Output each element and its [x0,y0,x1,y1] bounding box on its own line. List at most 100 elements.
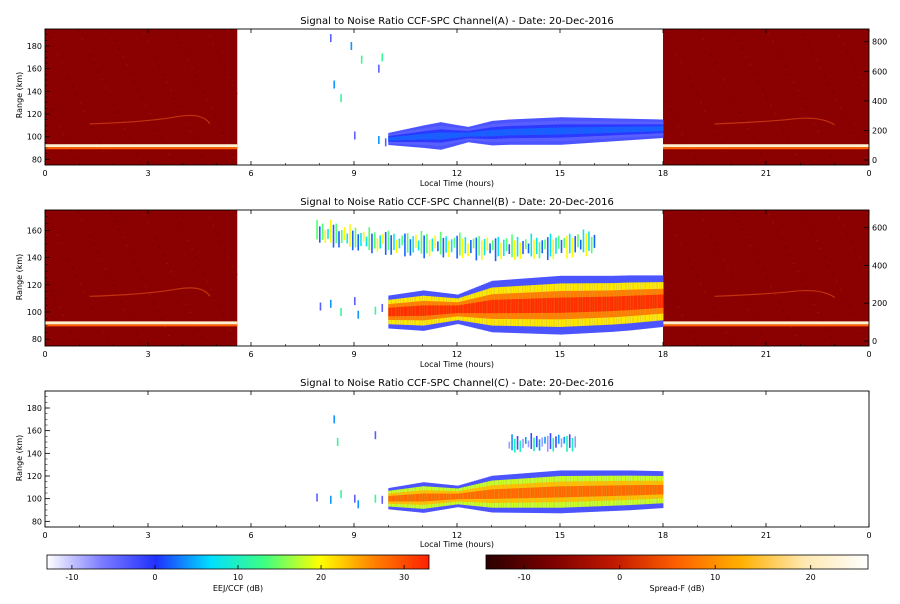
ccf-band-cell [623,296,626,311]
x-tick-label: 12 [452,169,462,178]
spreadf-speckle [212,43,215,45]
spreadf-speckle [821,320,824,322]
spreadf-speckle [194,256,197,258]
ccf-band-cell [467,492,470,500]
ccf-band-cell [597,296,600,312]
upper-layer-streak [470,240,472,254]
ccf-band-cell [517,488,520,499]
upper-layer-streak [519,440,522,452]
ccf-band-cell [393,495,396,502]
ccf-band-cell [661,126,664,132]
spreadf-speckle [148,294,151,296]
ccf-band-cell [632,485,635,496]
spreadf-speckle [118,48,121,50]
ccf-band-cell [584,127,587,134]
ccf-band-cell [443,132,446,140]
ccf-band-cell [482,490,485,499]
spreadf-speckle [223,68,226,70]
ccf-band-cell [657,294,660,309]
ccf-band-cell [532,487,535,499]
spreadf-speckle [782,310,785,312]
ccf-band-cell [611,296,614,312]
scatter-echo [381,53,384,62]
spreadf-speckle [171,343,174,345]
upper-layer-streak [349,224,351,248]
ccf-band-cell [424,493,427,502]
ccf-band-cell [606,126,609,134]
ccf-band-cell [522,487,525,499]
ccf-band-cell [530,298,533,313]
spreadf-speckle [698,211,701,213]
y-tick-label: 160 [27,226,42,235]
ccf-band-cell [477,302,480,314]
ccf-band-cell [432,493,436,501]
spreadf-speckle [733,212,736,214]
ccf-band-cell [637,295,640,310]
spreadf-speckle [123,309,126,311]
spreadf-speckle [194,75,197,77]
ccf-band-cell [513,128,516,136]
spreadf-speckle [94,135,97,137]
ccf-band-cell [601,296,604,312]
upper-layer-streak [588,231,590,251]
ccf-band-cell [460,493,463,500]
colorbar-tick-label: -10 [65,573,78,582]
upper-layer-streak [549,233,552,257]
ccf-band-cell [554,297,557,313]
ccf-band-cell [609,296,612,312]
ccf-band-cell [585,127,588,134]
spreadf-speckle [133,80,136,82]
ccf-band-cell [632,295,635,310]
spreadf-speckle [233,337,236,339]
ccf-band-cell [661,294,664,308]
upper-layer-streak [582,229,585,253]
ccf-band-cell [556,297,559,313]
scatter-echo [354,494,356,503]
ccf-band-cell [475,491,478,500]
upper-layer-streak [508,244,511,255]
spreadf-speckle [189,131,192,132]
spreadf-speckle [743,120,746,122]
spreadf-speckle [675,234,678,236]
ccf-band-cell [649,484,652,495]
upper-layer-streak [445,236,447,253]
x-tick-label: 0 [866,169,871,178]
ccf-band-cell [436,493,439,501]
ccf-band-cell [580,297,583,313]
upper-layer-streak [503,239,505,257]
spreadf-speckle [204,163,207,165]
ccf-band-cell [398,307,401,317]
spreadf-speckle [206,280,209,282]
spreadf-speckle [81,38,84,40]
upper-layer-streak [390,235,392,255]
x-tick-label: 15 [555,169,565,178]
ccf-band-cell [618,485,621,496]
spreadf-speckle [175,34,178,36]
spreadf-speckle [173,98,176,100]
ccf-band-cell [573,297,576,313]
spreadf-speckle [208,216,211,218]
upper-layer-streak [327,229,329,239]
spreadf-speckle [708,118,711,120]
spreadf-speckle [759,152,762,154]
spreadf-speckle [846,233,849,235]
spreadf-speckle [667,218,670,220]
ccf-band-cell [496,299,499,314]
panel-c-xlabel: Local Time (hours) [420,540,494,549]
ccf-band-cell [537,487,540,498]
spreadf-speckle [235,273,238,275]
ccf-band-cell [455,132,458,138]
spreadf-speckle [125,64,128,66]
ccf-band-cell [620,296,623,311]
spreadf-echo-streak [89,114,211,125]
ccf-band-cell [438,132,441,140]
ccf-band-cell [499,299,503,314]
ccf-band-cell [469,132,472,137]
ccf-band-cell [505,129,508,136]
ccf-band-cell [503,299,506,314]
ccf-band-cell [407,306,410,317]
ccf-band-cell [510,128,513,136]
ccf-band-cell [465,492,468,500]
upper-layer-streak [571,237,574,258]
